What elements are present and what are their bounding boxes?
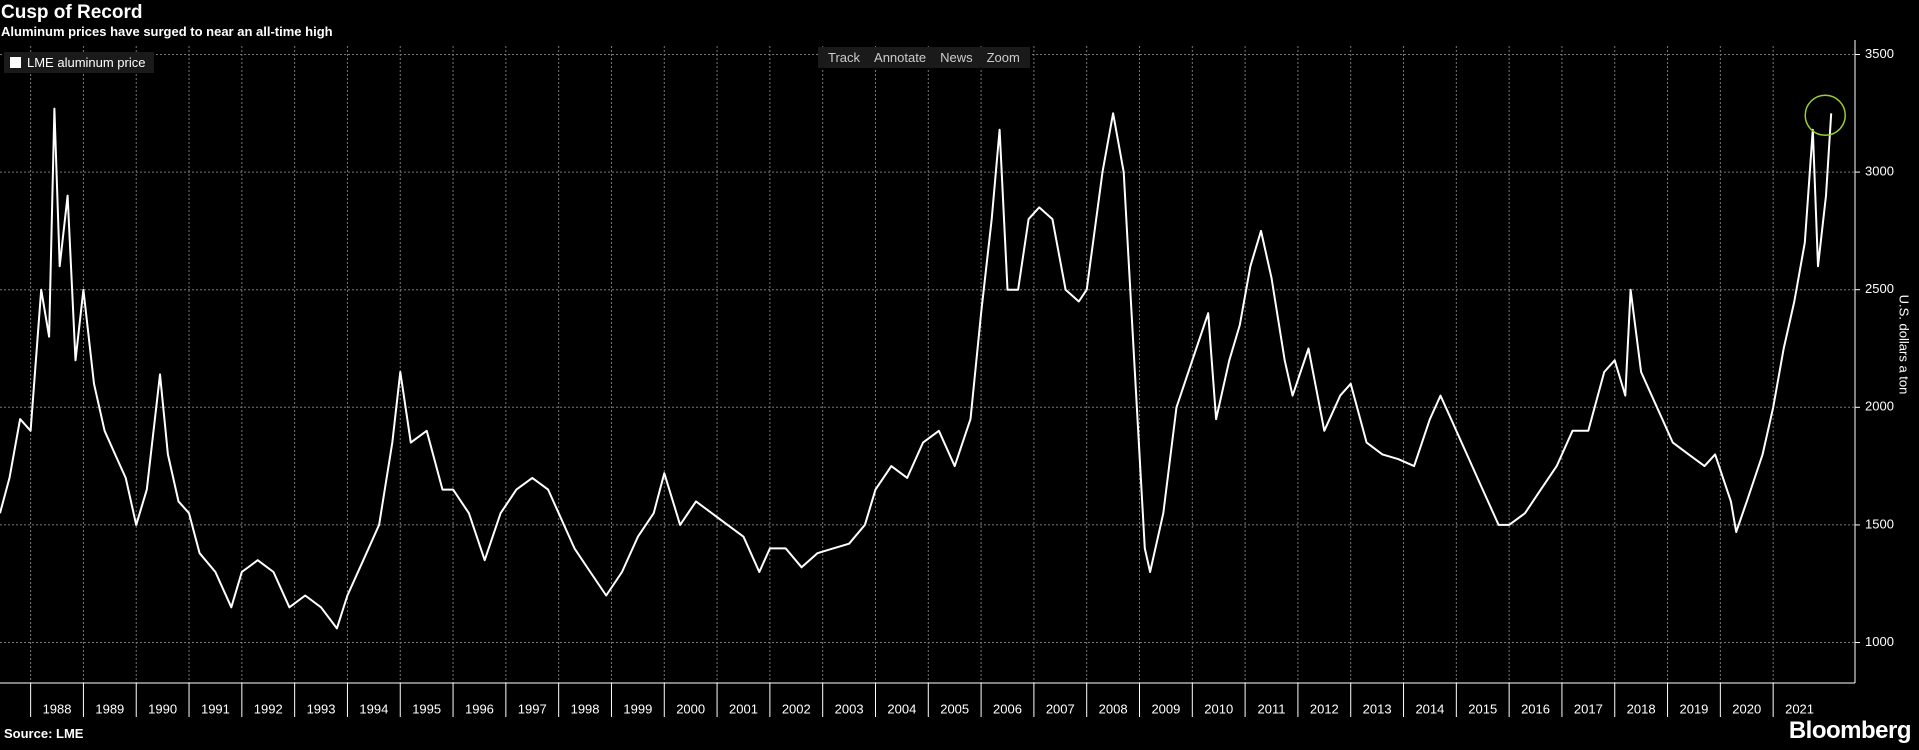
legend-label: LME aluminum price: [27, 55, 146, 70]
x-tick-label: 2011: [1258, 701, 1286, 716]
x-tick-label: 2007: [1046, 701, 1075, 716]
x-tick-label: 2013: [1363, 701, 1392, 716]
brand-logo: Bloomberg: [1788, 717, 1912, 744]
x-tick-label: 2004: [887, 701, 916, 716]
x-tick-label: 2000: [676, 701, 705, 716]
x-tick-label: 2009: [1151, 701, 1180, 716]
chart-subtitle: Aluminum prices have surged to near an a…: [1, 24, 333, 39]
y-tick-label: 1500: [1865, 516, 1894, 531]
x-tick-label: 2015: [1468, 701, 1497, 716]
x-tick-label: 2016: [1521, 701, 1550, 716]
x-tick-label: 2014: [1415, 701, 1444, 716]
x-tick-label: 1988: [43, 701, 72, 716]
y-tick-label: 3500: [1865, 46, 1894, 61]
x-tick-label: 1998: [571, 701, 600, 716]
toolbar-button[interactable]: News: [940, 50, 973, 65]
source: Source: LME: [4, 726, 84, 741]
x-tick-label: 1994: [359, 701, 388, 716]
x-tick-label: 2003: [835, 701, 864, 716]
toolbar: Track Annotate News Zoom: [818, 47, 1030, 68]
x-tick-label: 1996: [465, 701, 494, 716]
x-tick-label: 1990: [148, 701, 177, 716]
price-line: [0, 107, 1833, 630]
x-tick-label: 1992: [254, 701, 283, 716]
x-tick-label: 2006: [993, 701, 1022, 716]
x-tick-label: 2017: [1574, 701, 1603, 716]
x-tick-label: 2002: [782, 701, 811, 716]
toolbar-button[interactable]: Track: [828, 50, 861, 65]
y-tick-label: 2000: [1865, 399, 1894, 414]
y-tick-label: 2500: [1865, 281, 1894, 296]
y-tick-label: 3000: [1865, 164, 1894, 179]
x-tick-label: 1997: [518, 701, 547, 716]
highlight-circle: [1804, 94, 1846, 137]
x-tick-label: 1995: [412, 701, 441, 716]
x-tick-label: 2001: [729, 701, 758, 716]
x-tick-label: 2010: [1204, 701, 1233, 716]
toolbar-button[interactable]: Annotate: [874, 50, 927, 65]
x-tick-label: 1999: [623, 701, 652, 716]
x-tick-label: 2008: [1099, 701, 1128, 716]
legend: LME aluminum price: [4, 52, 154, 73]
x-tick-label: 2018: [1627, 701, 1656, 716]
x-tick-label: 1989: [95, 701, 124, 716]
chart-title: Cusp of Record: [1, 2, 143, 23]
x-tick-label: 2020: [1732, 701, 1761, 716]
x-tick-label: 1991: [201, 701, 230, 716]
toolbar-button[interactable]: Zoom: [986, 50, 1020, 65]
x-tick-label: 2019: [1679, 701, 1708, 716]
legend-swatch: [10, 57, 21, 68]
x-tick-label: 2005: [940, 701, 969, 716]
y-axis-label: U.S. dollars a ton: [1897, 295, 1912, 395]
x-tick-label: 2012: [1310, 701, 1339, 716]
x-tick-label: 1993: [307, 701, 336, 716]
x-tick-label: 2021: [1785, 701, 1814, 716]
y-tick-label: 1000: [1865, 634, 1894, 649]
